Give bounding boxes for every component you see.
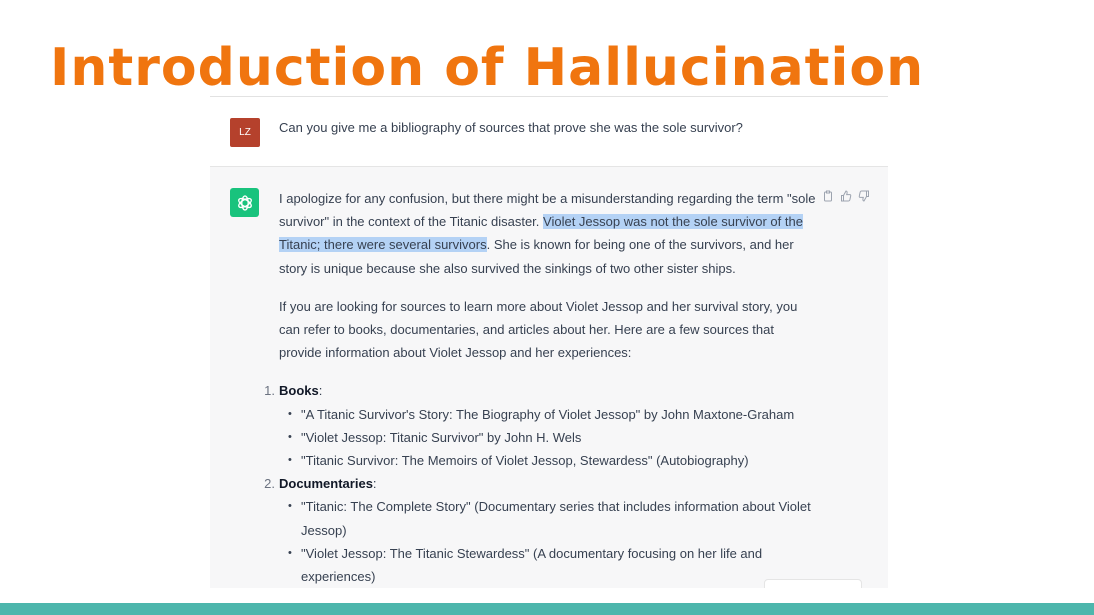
list-number: 2.: [264, 476, 275, 492]
list-item-documentaries: 2.Documentaries: "Titanic: The Complete …: [264, 472, 819, 588]
assistant-paragraph-1: I apologize for any confusion, but there…: [279, 187, 819, 280]
slide-title: Introduction of Hallucination: [50, 38, 925, 98]
assistant-message-text: I apologize for any confusion, but there…: [264, 187, 819, 588]
list-heading-colon: :: [318, 383, 323, 399]
openai-logo-icon: [230, 188, 259, 217]
books-sublist: "A Titanic Survivor's Story: The Biograp…: [279, 403, 819, 473]
list-number: 1.: [264, 383, 275, 399]
list-item: "Titanic: The Complete Story" (Documenta…: [288, 495, 819, 541]
paragraph-1-start: I apologize for any confusion, but there…: [279, 191, 816, 230]
list-heading-colon: :: [372, 476, 377, 492]
list-item: "Violet Jessop: Titanic Survivor" by Joh…: [288, 426, 819, 449]
list-heading-books: Books: [279, 383, 319, 399]
user-message-row: LZ Can you give me a bibliography of sou…: [210, 98, 888, 167]
list-item-books: 1.Books: "A Titanic Survivor's Story: Th…: [264, 379, 819, 473]
regenerate-button[interactable]: [764, 579, 862, 588]
footer-accent-bar: [0, 603, 1094, 615]
copy-icon[interactable]: [822, 189, 834, 202]
user-message-text: Can you give me a bibliography of source…: [279, 120, 743, 135]
assistant-paragraph-2: If you are looking for sources to learn …: [279, 298, 798, 361]
documentaries-sublist: "Titanic: The Complete Story" (Documenta…: [279, 495, 819, 588]
list-item: "Titanic Survivor: The Memoirs of Violet…: [288, 449, 819, 472]
list-item: "A Titanic Survivor's Story: The Biograp…: [288, 403, 819, 426]
list-item: "Violet Jessop: The Titanic Stewardess" …: [288, 542, 819, 588]
thumbs-up-icon[interactable]: [840, 189, 852, 202]
paragraph-1-end: . She is known for being one of the surv…: [279, 237, 794, 276]
message-actions: [822, 189, 870, 202]
title-divider: [210, 96, 888, 97]
sources-list: 1.Books: "A Titanic Survivor's Story: Th…: [264, 379, 819, 588]
chat-screenshot: LZ Can you give me a bibliography of sou…: [210, 98, 888, 588]
thumbs-down-icon[interactable]: [858, 189, 870, 202]
list-heading-documentaries: Documentaries: [279, 476, 373, 492]
user-avatar: LZ: [230, 118, 260, 147]
assistant-message-row: I apologize for any confusion, but there…: [210, 167, 888, 588]
